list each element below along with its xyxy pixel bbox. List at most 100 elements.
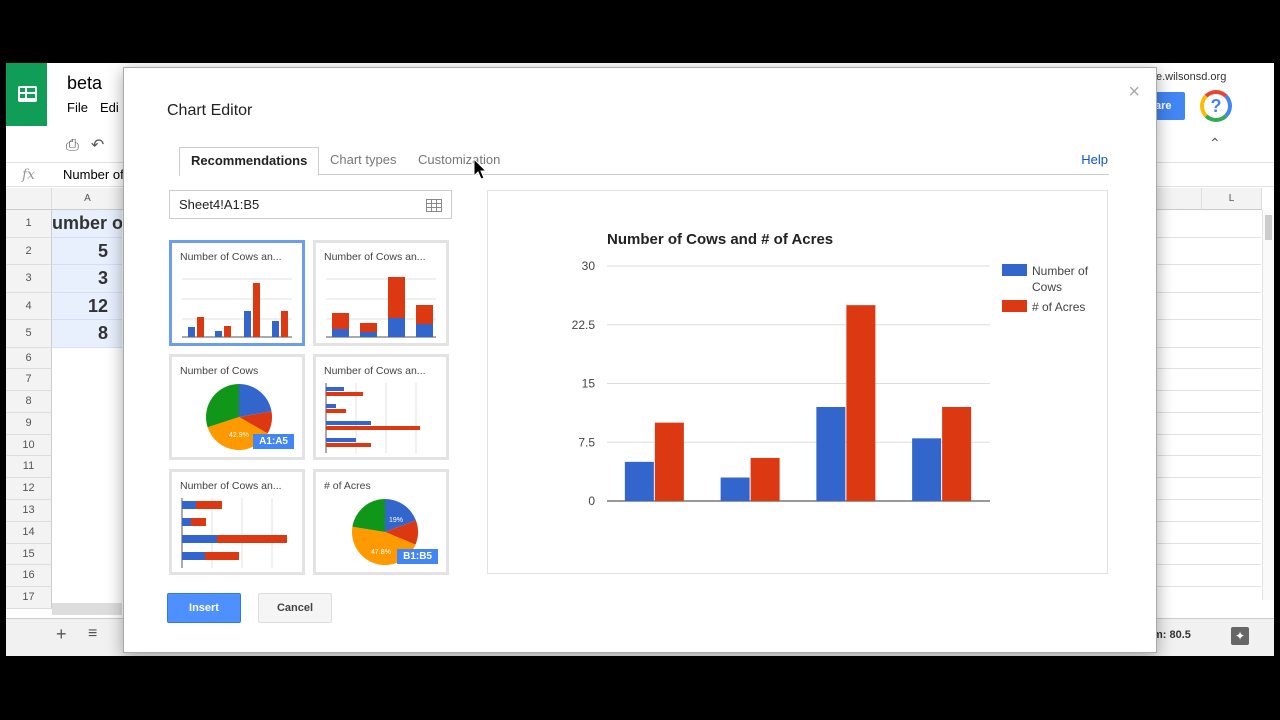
sum-indicator[interactable]: m: 80.5: [1153, 629, 1191, 641]
all-sheets-button[interactable]: ≡: [88, 625, 98, 642]
y-tick-label: 15: [582, 377, 596, 391]
pie-slice-label: 47.8%: [371, 549, 391, 556]
pie-slice-label: 42.9%: [229, 432, 249, 439]
thumbnail-pie-chart-cows[interactable]: Number of Cows 42.9% A1:A5: [169, 354, 305, 460]
insert-button[interactable]: Insert: [167, 593, 241, 623]
tab-recommendations[interactable]: Recommendations: [179, 147, 320, 176]
thumbnail-title: # of Acres: [324, 480, 371, 492]
cell-a2[interactable]: 5: [52, 237, 122, 265]
row-header[interactable]: 12: [6, 478, 52, 501]
data-range-input[interactable]: Sheet4!A1:B5: [169, 190, 452, 219]
document-title[interactable]: beta: [67, 73, 103, 93]
column-l-cells: [1156, 210, 1261, 588]
cell-a3[interactable]: 3: [52, 265, 122, 293]
row-header[interactable]: 5: [6, 320, 52, 348]
thumbnail-title: Number of Cows an...: [324, 251, 426, 263]
thumbnail-title: Number of Cows an...: [180, 251, 282, 263]
chart-bars: [624, 305, 972, 501]
add-sheet-button[interactable]: +: [56, 624, 67, 644]
y-tick-label: 22.5: [572, 318, 596, 332]
row-header[interactable]: 9: [6, 412, 52, 435]
cell-a5[interactable]: 8: [52, 320, 122, 348]
sheets-icon: [18, 86, 37, 102]
cell-a4[interactable]: 12: [52, 292, 122, 320]
data-range-value: Sheet4!A1:B5: [179, 197, 260, 212]
thumbnail-title: Number of Cows an...: [180, 480, 282, 492]
bar-series-2-item-1: [654, 422, 684, 501]
help-link[interactable]: Help: [1081, 152, 1108, 167]
sheets-logo[interactable]: [6, 63, 47, 126]
row-header[interactable]: 1: [6, 210, 52, 238]
vertical-scrollbar[interactable]: [1262, 210, 1274, 600]
tab-chart-types[interactable]: Chart types: [330, 152, 397, 167]
row-header[interactable]: 8: [6, 391, 52, 413]
pie-slice-label: 19%: [389, 517, 403, 524]
row-header[interactable]: 15: [6, 543, 52, 566]
legend-label: Number of: [1032, 264, 1089, 278]
thumbnail-column-chart[interactable]: Number of Cows an...: [169, 240, 305, 346]
row-header[interactable]: 4: [6, 292, 52, 320]
bar-series-2-item-3: [846, 305, 876, 501]
explore-icon[interactable]: ✦: [1231, 627, 1249, 645]
thumbnail-title: Number of Cows: [180, 365, 259, 377]
column-chart: Number of Cows and # of Acres 0 7.5 15 22.5…: [572, 231, 1089, 508]
legend-swatch: [1002, 264, 1027, 276]
undo-icon[interactable]: ↶: [90, 137, 105, 154]
chart-legend: Number of Cows # of Acres: [1002, 264, 1089, 314]
cell-a1[interactable]: umber of: [52, 210, 122, 238]
row-header[interactable]: 6: [6, 347, 52, 370]
legend-label: Cows: [1032, 280, 1062, 294]
chart-editor-dialog: Chart Editor × Recommendations Chart typ…: [123, 67, 1157, 653]
column-header-a[interactable]: A: [52, 188, 124, 210]
thumbnail-bar-chart[interactable]: Number of Cows an...: [313, 354, 449, 460]
print-icon[interactable]: ⎙: [66, 137, 79, 154]
formula-input[interactable]: Number of: [63, 167, 124, 182]
row-header[interactable]: 13: [6, 500, 52, 522]
thumbnail-stacked-column-chart[interactable]: Number of Cows an...: [313, 240, 449, 346]
bar-series-1-item-4: [912, 438, 942, 501]
legend-swatch: [1002, 300, 1027, 312]
column-header-l[interactable]: L: [1202, 188, 1262, 210]
select-range-icon[interactable]: [426, 199, 442, 212]
scroll-thumb[interactable]: [1265, 215, 1272, 240]
help-icon[interactable]: ?: [1200, 90, 1232, 122]
stacked-bar-thumbnail-icon: [181, 498, 287, 568]
row-header[interactable]: 2: [6, 237, 52, 265]
stacked-column-thumbnail-icon: [326, 277, 436, 338]
editor-tabs: Recommendations Chart types Customizatio…: [179, 147, 1109, 176]
chart-preview[interactable]: Number of Cows and # of Acres 0 7.5 15 22.5…: [487, 190, 1108, 574]
bar-thumbnail-icon: [325, 383, 420, 453]
fx-icon: fx: [22, 167, 36, 183]
row-header[interactable]: 11: [6, 456, 52, 479]
account-email[interactable]: e.wilsonsd.org: [1156, 71, 1227, 83]
bar-series-2-item-2: [750, 457, 780, 501]
horizontal-scrollbar[interactable]: [52, 603, 122, 615]
row-header[interactable]: 10: [6, 434, 52, 457]
row-header[interactable]: 14: [6, 521, 52, 544]
collapse-icon[interactable]: ⌃: [1209, 135, 1221, 151]
thumbnail-pie-chart-acres[interactable]: # of Acres 47.8% 19% B1:B5: [313, 469, 449, 575]
row-header[interactable]: 17: [6, 587, 52, 610]
row-header[interactable]: 16: [6, 565, 52, 588]
row-headers: 1 2 3 4 5 6 7 8 9 10 11 12 13 14 15 16 1…: [6, 210, 52, 610]
column-header-k[interactable]: [1156, 188, 1202, 210]
chart-title: Number of Cows and # of Acres: [607, 231, 833, 248]
y-tick-label: 7.5: [578, 435, 595, 449]
corner-header[interactable]: [6, 188, 52, 210]
sheets-window: beta File Edi ⎙ ↶ e.wilsonsd.org are ? ⌃ f…: [6, 63, 1274, 656]
pie-thumbnail-icon: 42.9%: [205, 384, 273, 451]
range-badge: A1:A5: [253, 434, 294, 449]
row-header[interactable]: 3: [6, 265, 52, 293]
bar-series-1-item-2: [720, 477, 750, 501]
menu-edit[interactable]: Edi: [99, 100, 119, 115]
row-header[interactable]: 7: [6, 369, 52, 392]
close-icon[interactable]: ×: [1128, 81, 1140, 103]
y-tick-label: 30: [582, 259, 596, 273]
tab-customization[interactable]: Customization: [418, 152, 501, 167]
menu-file[interactable]: File: [67, 100, 88, 115]
thumbnail-stacked-bar-chart[interactable]: Number of Cows an...: [169, 469, 305, 575]
cancel-button[interactable]: Cancel: [258, 593, 332, 623]
toolbar: ⎙ ↶: [66, 135, 116, 155]
bar-series-1-item-3: [816, 407, 846, 501]
range-badge: B1:B5: [397, 549, 438, 564]
